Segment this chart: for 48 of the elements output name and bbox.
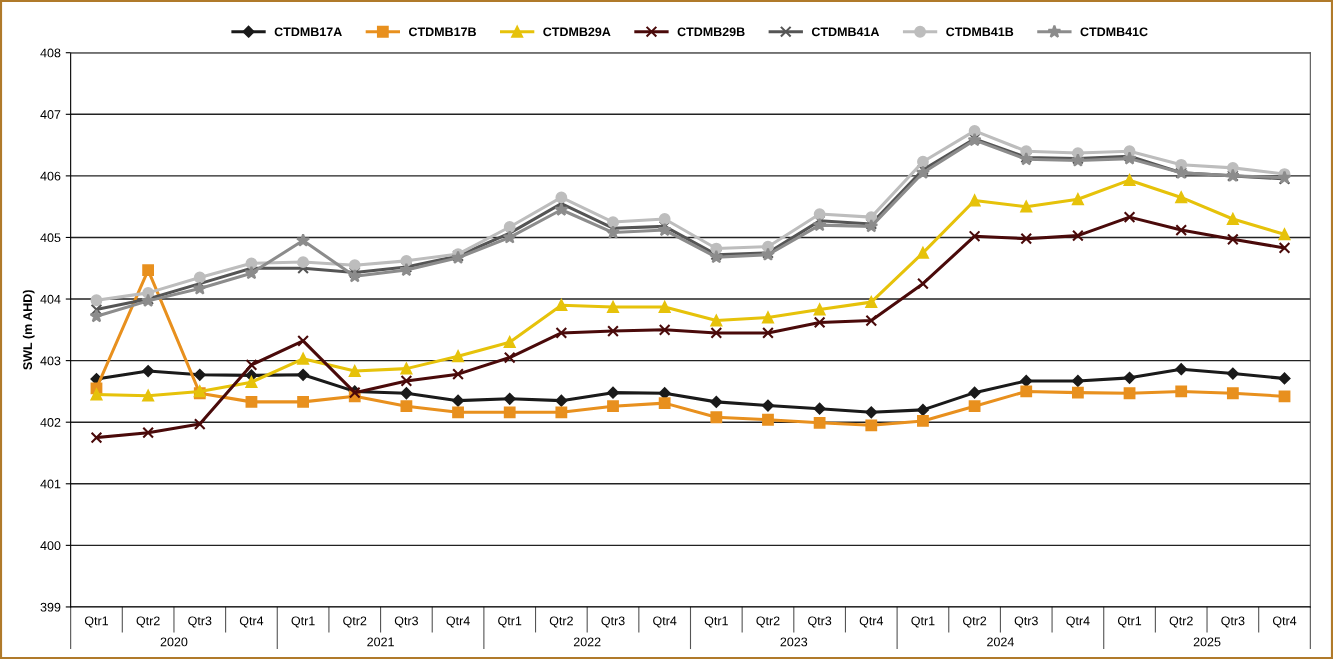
x-tick-label: Qtr2: [963, 616, 987, 628]
x-tick-label: Qtr4: [1066, 616, 1090, 628]
x-tick-label: Qtr3: [1014, 616, 1038, 628]
x-tick-label: Qtr1: [84, 616, 109, 628]
x-tick-label: Qtr1: [704, 616, 728, 628]
text: 2020: [160, 637, 188, 647]
legend-label: CTDMB17B: [408, 27, 476, 37]
y-tick-label: 407: [40, 110, 61, 119]
y-tick-label: 403: [40, 356, 61, 366]
x-tick-label: Qtr4: [1272, 616, 1297, 628]
y-tick-label: 400: [40, 541, 61, 551]
x-tick-label: Qtr2: [1169, 616, 1193, 628]
y-tick-label: 408: [40, 48, 61, 58]
text: 2023: [780, 637, 808, 647]
legend-label: CTDMB41A: [811, 27, 880, 37]
legend-label: CTDMB41B: [946, 27, 1014, 37]
x-tick-label: Qtr4: [653, 616, 677, 628]
x-tick-label: Qtr4: [446, 616, 470, 628]
x-tick-label: Qtr1: [498, 616, 522, 628]
legend-label: CTDMB29A: [543, 27, 611, 37]
text: 2021: [367, 637, 394, 647]
y-tick-label: 405: [40, 233, 61, 243]
legend-label: CTDMB29B: [677, 27, 745, 37]
x-tick-label: Qtr3: [188, 616, 212, 628]
x-tick-label: Qtr1: [291, 616, 315, 628]
x-tick-label: Qtr1: [1117, 616, 1142, 628]
x-tick-label: Qtr3: [601, 616, 625, 628]
x-tick-label: Qtr3: [808, 616, 832, 628]
x-tick-label: Qtr1: [911, 616, 935, 628]
text: 2025: [1193, 637, 1221, 647]
y-tick-label: 404: [40, 294, 61, 304]
text: 2024: [987, 637, 1014, 647]
x-tick-label: Qtr4: [859, 616, 884, 628]
legend-label: CTDMB41C: [1080, 27, 1148, 37]
x-tick-label: Qtr3: [1221, 616, 1245, 628]
y-tick-label: 402: [40, 418, 61, 427]
y-tick-label: 401: [40, 479, 61, 489]
y-tick-label: 399: [40, 602, 61, 612]
x-tick-label: Qtr2: [136, 616, 160, 628]
x-tick-label: Qtr4: [239, 616, 264, 628]
x-tick-label: Qtr2: [756, 616, 780, 628]
y-tick-label: 406: [40, 171, 61, 181]
x-tick-label: Qtr2: [343, 616, 367, 628]
y-axis-title: SWL (m AHD): [22, 290, 35, 370]
x-tick-label: Qtr2: [549, 616, 573, 628]
x-tick-label: Qtr3: [394, 616, 418, 628]
text: 2022: [573, 637, 601, 647]
legend-label: CTDMB17A: [274, 27, 342, 37]
